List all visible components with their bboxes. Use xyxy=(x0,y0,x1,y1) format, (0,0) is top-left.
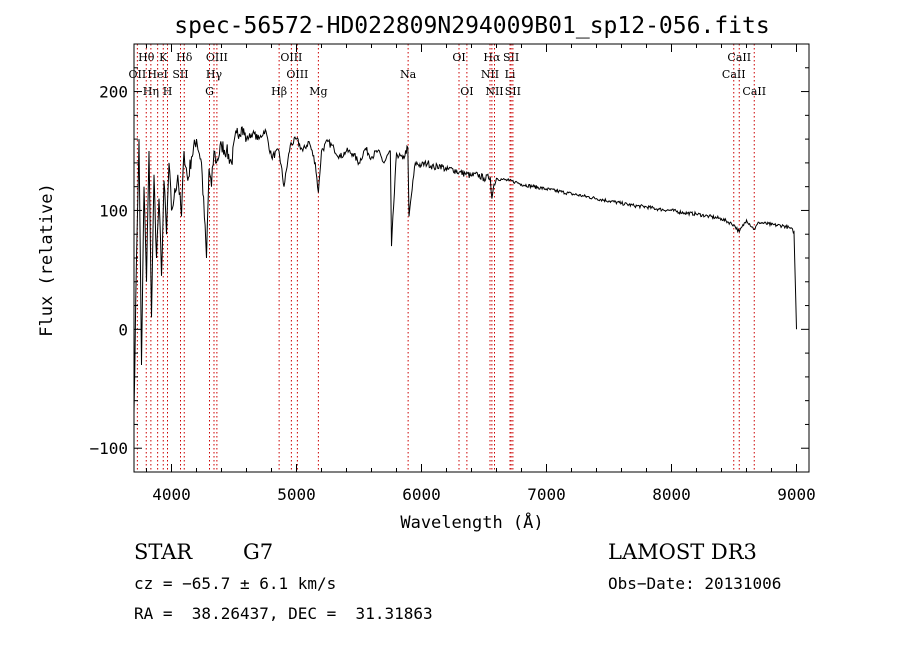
line-marker-label: OIII xyxy=(286,68,308,81)
line-marker-label: OIII xyxy=(280,51,302,64)
line-marker-label: OII xyxy=(129,68,147,81)
line-marker-label: H xyxy=(163,85,173,98)
line-marker-label: CaII xyxy=(727,51,751,64)
y-tick-label: 100 xyxy=(99,201,128,220)
x-tick-label: 6000 xyxy=(402,485,441,504)
y-axis: −100 0 100 200 xyxy=(89,67,809,458)
line-marker-label: SII xyxy=(505,85,521,98)
object-class: STAR xyxy=(134,540,193,564)
line-marker-label: K xyxy=(159,51,168,64)
y-tick-label: 200 xyxy=(99,83,128,102)
line-marker-label: Hα xyxy=(483,51,501,64)
line-marker-label: HeI xyxy=(147,68,167,81)
spectrum-line xyxy=(133,126,797,413)
line-marker-label: OI xyxy=(460,85,473,98)
line-marker-label: NII xyxy=(485,85,503,98)
x-tick-label: 5000 xyxy=(277,485,316,504)
line-marker-label: G xyxy=(205,85,214,98)
line-marker-label: SII xyxy=(172,68,188,81)
line-marker-label: Li xyxy=(505,68,516,81)
x-axis-label: Wavelength (Å) xyxy=(400,511,543,533)
plot-area xyxy=(133,126,797,413)
line-marker-label: CaII xyxy=(742,85,766,98)
line-marker-label: OI xyxy=(452,51,465,64)
survey-name: LAMOST DR3 xyxy=(608,540,757,564)
obs-date: Obs−Date: 20131006 xyxy=(608,574,782,593)
line-marker-label: Hη xyxy=(143,85,159,98)
line-marker-label: CaII xyxy=(722,68,746,81)
y-tick-label: 0 xyxy=(118,320,128,339)
line-marker-label: SII xyxy=(503,51,519,64)
line-marker-label: Mg xyxy=(309,85,327,98)
x-tick-label: 8000 xyxy=(652,485,691,504)
y-axis-label: Flux (relative) xyxy=(37,183,57,337)
chart-title: spec-56572-HD022809N294009B01_sp12-056.f… xyxy=(174,13,769,39)
line-marker-label: Hθ xyxy=(138,51,155,64)
line-marker-label: OIII xyxy=(206,51,228,64)
line-marker-label: Hγ xyxy=(206,68,223,81)
x-tick-label: 4000 xyxy=(152,485,191,504)
x-tick-label: 9000 xyxy=(777,485,816,504)
y-tick-label: −100 xyxy=(89,439,128,458)
subclass: G7 xyxy=(243,540,274,564)
coordinates: RA = 38.26437, DEC = 31.31863 xyxy=(134,604,433,623)
x-axis: 4000 5000 6000 7000 8000 9000 xyxy=(146,44,816,504)
redshift-cz: cz = −65.7 ± 6.1 km/s xyxy=(134,574,337,593)
axes-frame xyxy=(133,43,810,473)
line-marker-label: Hβ xyxy=(271,85,287,98)
line-marker-label: Na xyxy=(400,68,417,81)
line-marker-label: NII xyxy=(481,68,499,81)
line-marker-label: Hδ xyxy=(176,51,193,64)
x-tick-label: 7000 xyxy=(527,485,566,504)
